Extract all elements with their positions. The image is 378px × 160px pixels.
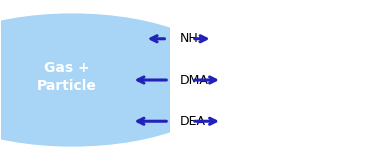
Circle shape (285, 44, 349, 71)
Text: Gas +
Particle: Gas + Particle (37, 61, 96, 93)
Text: DEA: DEA (180, 115, 206, 128)
Circle shape (240, 20, 311, 51)
Text: Gas
Only: Gas Only (301, 64, 337, 96)
Circle shape (234, 44, 298, 71)
Circle shape (249, 28, 340, 66)
Circle shape (270, 49, 334, 76)
Circle shape (291, 34, 358, 63)
Circle shape (226, 34, 292, 62)
FancyBboxPatch shape (170, 5, 359, 155)
Circle shape (276, 18, 343, 46)
Circle shape (229, 25, 296, 54)
Text: NH₃: NH₃ (180, 32, 203, 45)
Circle shape (0, 13, 231, 147)
Text: DMA: DMA (180, 73, 208, 87)
Circle shape (289, 24, 356, 53)
Circle shape (259, 15, 326, 43)
Circle shape (251, 48, 315, 75)
